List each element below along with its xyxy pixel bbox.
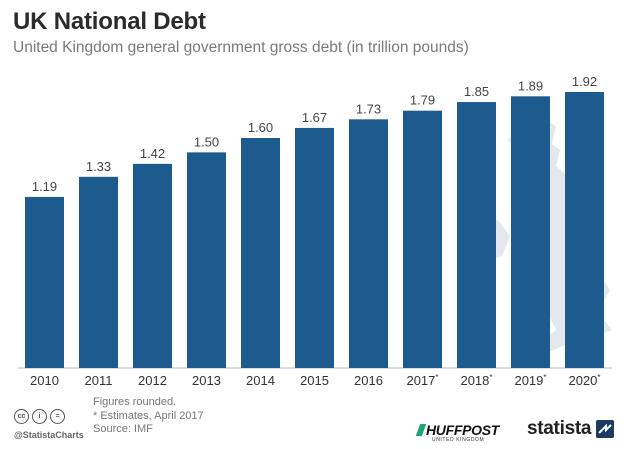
chart-title: UK National Debt	[13, 8, 206, 35]
bar-2016	[349, 119, 388, 368]
bar-2012	[133, 163, 172, 368]
x-tick-label: 2019*	[514, 373, 546, 388]
attribution-icon: i	[32, 409, 47, 424]
chart-subtitle: United Kingdom general government gross …	[13, 39, 469, 56]
bar-2011	[79, 176, 118, 368]
statista-logo-icon	[596, 420, 615, 438]
value-label: 1.73	[356, 101, 381, 116]
value-label: 1.60	[248, 120, 273, 135]
statista-logo: statista	[527, 418, 615, 440]
value-label: 1.85	[464, 84, 489, 99]
x-tick-label: 2011	[85, 373, 113, 388]
bar-2013	[187, 152, 226, 368]
bar-2019	[511, 96, 550, 368]
bar-2014	[241, 138, 280, 368]
x-tick-label: 2010	[30, 373, 59, 388]
x-tick-label: 2017*	[406, 373, 438, 388]
source-note: Source: IMF	[93, 423, 153, 435]
bar-2018	[457, 102, 496, 368]
x-tick-label: 2014	[246, 373, 275, 388]
bar-2020	[565, 92, 604, 368]
x-tick-label: 2013	[192, 373, 221, 388]
bar-2017	[403, 110, 442, 368]
x-tick-label: 2015	[300, 373, 329, 388]
bar-2010	[25, 196, 64, 368]
x-tick-label: 2020*	[568, 373, 600, 388]
value-label: 1.89	[518, 78, 543, 93]
value-label: 1.33	[86, 159, 111, 174]
bar-2015	[295, 127, 334, 368]
value-label: 1.92	[572, 74, 597, 89]
footnotes: Figures rounded. * Estimates, April 2017…	[93, 396, 204, 437]
statista-handle: @StatistaCharts	[14, 430, 84, 440]
value-label: 1.19	[32, 179, 57, 194]
x-tick-label: 2012	[138, 373, 167, 388]
huffpost-logo: HUFFPOST UNITED KINGDOM	[415, 422, 499, 443]
value-label: 1.67	[302, 110, 327, 125]
bar-chart: 1.19 2010 1.33 2011 1.42 2012 1.50 2013 1.60 2014…	[18, 74, 612, 388]
no-derivatives-icon: =	[50, 409, 65, 424]
cc-icon: cc	[14, 409, 29, 424]
value-label: 1.50	[194, 134, 219, 149]
note-estimates: * Estimates, April 2017	[93, 409, 204, 422]
license-icons: cc i =	[14, 409, 65, 424]
value-label: 1.79	[410, 93, 435, 108]
x-tick-label: 2016	[354, 373, 383, 388]
note-rounded: Figures rounded.	[93, 396, 177, 408]
x-tick-label: 2018*	[460, 373, 492, 388]
footer: cc i = @StatistaCharts Figures rounded. …	[0, 392, 630, 449]
value-label: 1.42	[140, 146, 165, 161]
